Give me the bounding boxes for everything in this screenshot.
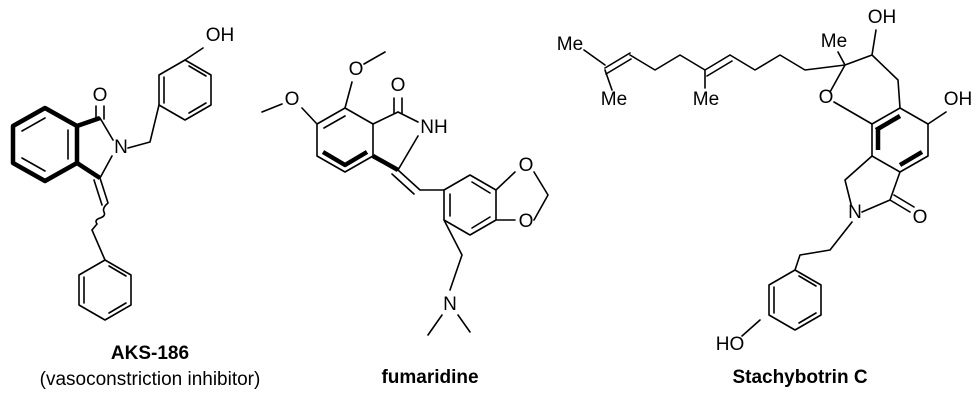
bonds	[773, 275, 817, 324]
atom-label: Me	[693, 89, 719, 110]
atom-label: Me	[821, 31, 847, 52]
atom-label: O	[819, 87, 834, 108]
atom-label: N	[848, 202, 862, 223]
ring	[78, 259, 132, 321]
atom-label: OH	[944, 89, 973, 110]
bonds	[261, 51, 549, 336]
ring	[443, 174, 497, 236]
bonds	[163, 65, 207, 114]
bonds	[449, 181, 491, 229]
molecule-description: (vasoconstriction inhibitor)	[40, 369, 261, 390]
bonds	[583, 29, 947, 337]
atom-label: O	[93, 85, 108, 106]
atom-label: OH	[868, 7, 897, 28]
atom-label: N	[443, 294, 457, 315]
atom-label: O	[349, 59, 364, 80]
atom-label: N	[114, 137, 128, 158]
atom-label: OH	[206, 25, 235, 46]
molecule-name: AKS-186	[111, 343, 189, 364]
ring	[158, 59, 212, 121]
bonds	[91, 47, 204, 261]
atom-label: NH	[420, 117, 447, 138]
atom-label: O	[285, 89, 300, 110]
atom-label: O	[519, 211, 534, 232]
atom-label: O	[391, 75, 406, 96]
ring	[768, 269, 822, 331]
bonds	[75, 115, 102, 180]
ring	[871, 107, 929, 173]
atom-label: Me	[601, 89, 627, 110]
bonds	[874, 114, 924, 167]
atom-label: HO	[716, 334, 745, 355]
molecule-stachybotrin: Me Me Me Me OH O OH N O HO Stachybotrin …	[557, 7, 972, 388]
molecule-aks186: O N OH AKS-186 (vasoconstriction inhibit…	[10, 25, 261, 390]
atom-label: O	[913, 207, 928, 228]
molecule-fumaridine: O O O NH O O N fumaridine	[261, 51, 549, 388]
bonds	[83, 265, 127, 314]
atom-label: Me	[557, 34, 583, 55]
bonds	[21, 117, 69, 172]
atom-label: O	[519, 155, 534, 176]
bonds	[321, 150, 400, 172]
molecule-name: Stachybotrin C	[732, 367, 867, 388]
molecule-name: fumaridine	[381, 367, 478, 388]
